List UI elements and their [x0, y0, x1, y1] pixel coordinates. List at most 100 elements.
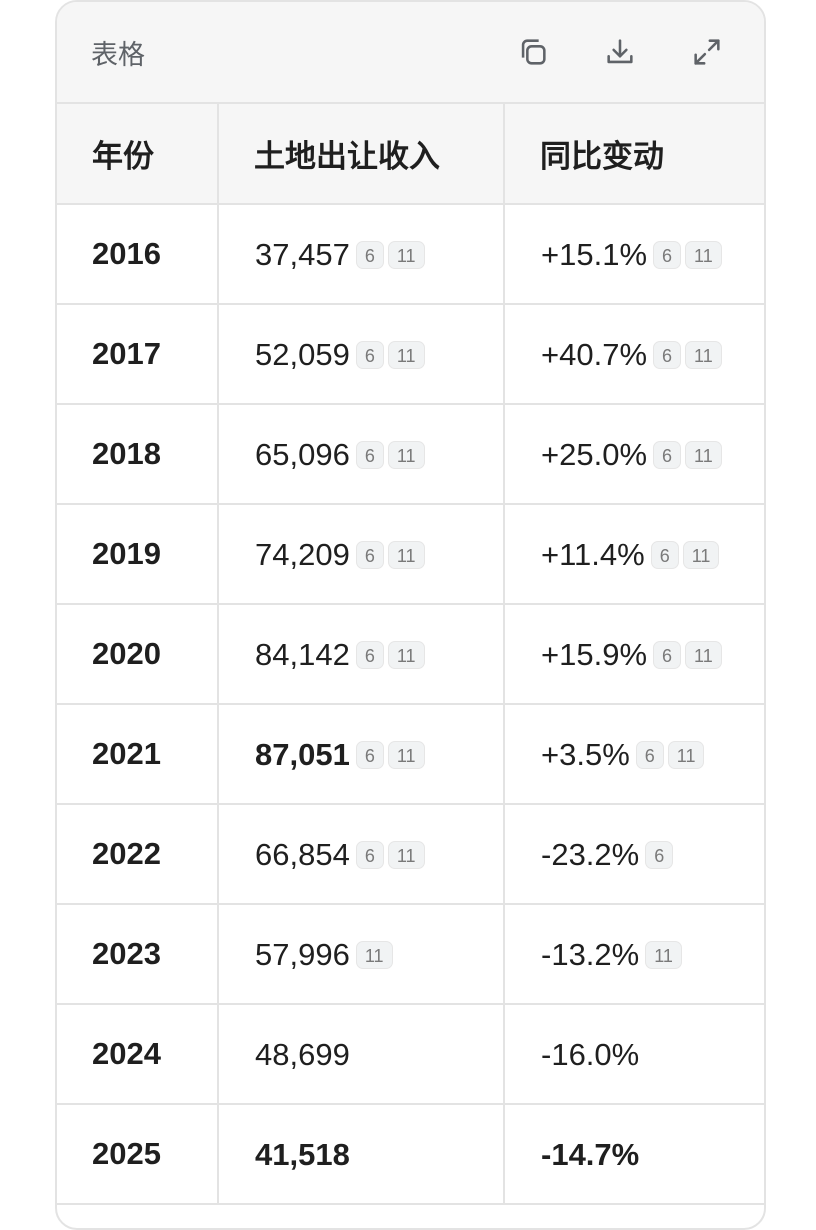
yoy-change-cell: +15.9% 6 11 — [504, 604, 764, 705]
land-revenue-text: 52,059 — [255, 336, 350, 372]
land-revenue-text: 87,051 — [255, 736, 350, 772]
land-revenue-text: 48,699 — [255, 1036, 350, 1072]
yoy-change-text: -23.2% — [541, 836, 640, 872]
land-revenue-cell: 37,457 6 11 — [218, 204, 505, 305]
citation-badge[interactable]: 11 — [667, 740, 705, 769]
table-row: 2017 52,059 6 11 +40.7% 6 11 — [57, 304, 764, 405]
table-row: 2023 57,996 11 -13.2% 11 — [57, 904, 764, 1005]
citation-badge[interactable]: 11 — [387, 640, 425, 669]
citation-badge[interactable]: 11 — [685, 440, 722, 469]
year-cell: 2025 — [57, 1104, 219, 1205]
yoy-change-text: +25.0% — [541, 436, 648, 472]
citation-badge[interactable]: 6 — [645, 840, 674, 869]
land-revenue-cell: 66,854 6 11 — [218, 804, 505, 905]
land-revenue-text: 57,996 — [255, 936, 350, 972]
citation-badge[interactable]: 11 — [387, 840, 425, 869]
citation-badge[interactable]: 11 — [387, 540, 425, 569]
yoy-change-text: +15.9% — [541, 636, 648, 672]
citation-badge[interactable]: 6 — [355, 440, 384, 469]
table-row: 2025 41,518 -14.7% — [57, 1104, 764, 1205]
column-header-year: 年份 — [57, 104, 219, 205]
citation-badge[interactable]: 11 — [685, 240, 722, 269]
land-revenue-cell: 87,051 6 11 — [218, 704, 505, 805]
land-revenue-text: 66,854 — [255, 836, 350, 872]
land-revenue-cell: 57,996 11 — [218, 904, 505, 1005]
land-revenue-text: 84,142 — [255, 636, 350, 672]
yoy-change-text: +15.1% — [541, 236, 648, 272]
citation-badge[interactable]: 6 — [355, 540, 384, 569]
download-icon — [607, 39, 633, 64]
land-revenue-cell: 48,699 — [218, 1004, 505, 1105]
land-revenue-text: 37,457 — [255, 236, 350, 272]
table-row: 2019 74,209 6 11 +11.4% 6 11 — [57, 504, 764, 605]
yoy-change-cell: +11.4% 6 11 — [504, 504, 764, 605]
citation-badge[interactable]: 6 — [650, 540, 679, 569]
yoy-change-cell: -14.7% — [504, 1104, 764, 1205]
column-header-yoy-change: 同比变动 — [504, 104, 764, 205]
citation-badge[interactable]: 11 — [685, 640, 722, 669]
card-title: 表格 — [91, 39, 145, 70]
land-revenue-cell: 41,518 — [218, 1104, 505, 1205]
land-revenue-text: 65,096 — [255, 436, 350, 472]
year-cell: 2017 — [57, 304, 219, 405]
yoy-change-text: +11.4% — [541, 536, 645, 572]
land-revenue-text: 74,209 — [255, 536, 350, 572]
column-header-land-revenue: 土地出让收入 — [218, 104, 505, 205]
citation-badge[interactable]: 11 — [355, 940, 393, 969]
yoy-change-cell: -13.2% 11 — [504, 904, 764, 1005]
citation-badge[interactable]: 6 — [653, 340, 682, 369]
year-cell: 2016 — [57, 204, 219, 305]
year-cell: 2022 — [57, 804, 219, 905]
citation-badge[interactable]: 11 — [682, 540, 720, 569]
table-row: 2021 87,051 6 11 +3.5% 6 11 — [57, 704, 764, 805]
citation-badge[interactable]: 6 — [355, 340, 384, 369]
year-cell: 2021 — [57, 704, 219, 805]
copy-button[interactable] — [513, 32, 553, 72]
table-card: 表格 年份 — [55, 0, 766, 1230]
fullscreen-button[interactable] — [687, 32, 727, 72]
yoy-change-cell: -16.0% — [504, 1004, 764, 1105]
citation-badge[interactable]: 6 — [355, 240, 384, 269]
citation-badge[interactable]: 6 — [653, 440, 682, 469]
citation-badge[interactable]: 6 — [355, 640, 384, 669]
yoy-change-cell: +3.5% 6 11 — [504, 704, 764, 805]
yoy-change-cell: +40.7% 6 11 — [504, 304, 764, 405]
yoy-change-text: -14.7% — [541, 1136, 640, 1172]
citation-badge[interactable]: 6 — [635, 740, 664, 769]
table-header-row: 年份 土地出让收入 同比变动 — [57, 104, 764, 205]
yoy-change-cell: -23.2% 6 — [504, 804, 764, 905]
table-row: 2022 66,854 6 11 -23.2% 6 — [57, 804, 764, 905]
year-cell: 2020 — [57, 604, 219, 705]
land-revenue-cell: 84,142 6 11 — [218, 604, 505, 705]
table-row: 2016 37,457 6 11 +15.1% 6 11 — [57, 204, 764, 305]
year-cell: 2018 — [57, 404, 219, 505]
yoy-change-text: +40.7% — [541, 336, 648, 372]
citation-badge[interactable]: 11 — [387, 440, 425, 469]
table-row: 2018 65,096 6 11 +25.0% 6 11 — [57, 404, 764, 505]
copy-icon — [521, 39, 546, 65]
citation-badge[interactable]: 11 — [387, 740, 425, 769]
yoy-change-cell: +25.0% 6 11 — [504, 404, 764, 505]
land-revenue-text: 41,518 — [255, 1136, 350, 1172]
year-cell: 2023 — [57, 904, 219, 1005]
card-header: 表格 — [57, 2, 764, 104]
table-row: 2024 48,699 -16.0% — [57, 1004, 764, 1105]
year-cell: 2019 — [57, 504, 219, 605]
citation-badge[interactable]: 11 — [685, 340, 722, 369]
land-revenue-cell: 65,096 6 11 — [218, 404, 505, 505]
citation-badge[interactable]: 11 — [387, 240, 425, 269]
citation-badge[interactable]: 11 — [645, 940, 682, 969]
expand-icon — [694, 39, 720, 65]
download-button[interactable] — [600, 32, 640, 72]
yoy-change-cell: +15.1% 6 11 — [504, 204, 764, 305]
land-revenue-cell: 74,209 6 11 — [218, 504, 505, 605]
citation-badge[interactable]: 6 — [653, 240, 682, 269]
citation-badge[interactable]: 11 — [387, 340, 425, 369]
citation-badge[interactable]: 6 — [653, 640, 682, 669]
yoy-change-text: +3.5% — [541, 736, 630, 772]
land-revenue-cell: 52,059 6 11 — [218, 304, 505, 405]
data-table: 年份 土地出让收入 同比变动 2016 37,457 6 11 +15.1% 6 11 201… — [57, 104, 764, 1205]
citation-badge[interactable]: 6 — [355, 840, 384, 869]
citation-badge[interactable]: 6 — [355, 740, 384, 769]
yoy-change-text: -13.2% — [541, 936, 640, 972]
